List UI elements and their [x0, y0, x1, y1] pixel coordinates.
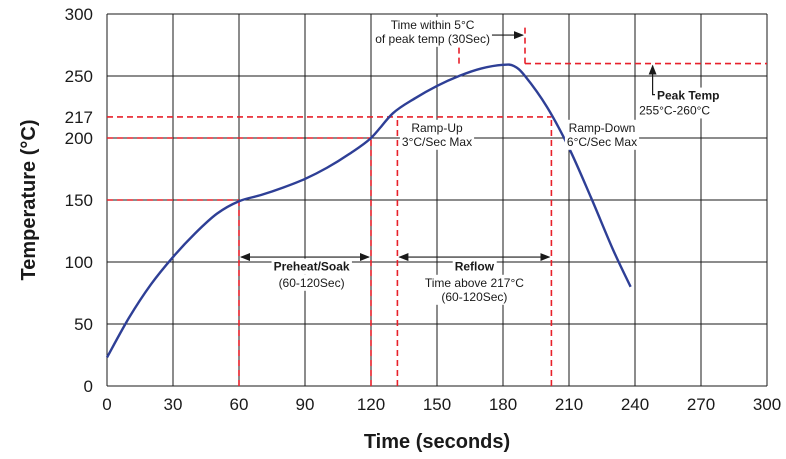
y-axis-title: Temperature (°C) [18, 120, 40, 281]
x-tick-label: 270 [687, 395, 715, 414]
y-tick-label: 0 [84, 377, 93, 396]
annotation-text: Ramp-Down [569, 121, 636, 135]
annotation: Preheat/Soak [271, 258, 352, 275]
y-tick-label: 50 [74, 315, 93, 334]
annotation-background [271, 258, 352, 275]
tick-labels: 0 30 60 90 120 150 180 210 240 270 300 0 50 100 150 200… [65, 5, 782, 414]
annotation-text: of peak temp (30Sec) [375, 32, 490, 46]
annotation-text: 255°C-260°C [639, 103, 710, 117]
annotation-background [373, 16, 492, 47]
x-tick-label: 120 [357, 395, 385, 414]
annotation-background [422, 274, 527, 305]
temperature-profile-curve [105, 63, 632, 359]
annotation-background [637, 102, 713, 119]
y-tick-label: 150 [65, 191, 93, 210]
annotation-background [452, 258, 497, 275]
annotation: (60-120Sec) [276, 274, 347, 291]
annotation-background [655, 87, 722, 104]
x-tick-label: 90 [296, 395, 315, 414]
annotation-text: (60-120Sec) [279, 276, 345, 290]
x-tick-label: 30 [164, 395, 183, 414]
annotations: Time within 5°Cof peak temp (30Sec) Ramp-… [271, 16, 722, 305]
y-tick-label: 200 [65, 129, 93, 148]
y-tick-label: 300 [65, 5, 93, 24]
annotation: Ramp-Up3°C/Sec Max [399, 119, 475, 150]
y-tick-label: 217 [65, 108, 93, 127]
annotation-text: 3°C/Sec Max [402, 135, 472, 149]
x-axis-title: Time (seconds) [364, 431, 510, 453]
annotation-text: Time within 5°C [391, 18, 475, 32]
annotation-text: Peak Temp [657, 89, 719, 103]
annotation-background [399, 119, 475, 150]
annotation: Time within 5°Cof peak temp (30Sec) [373, 16, 492, 47]
annotation-text: Reflow [455, 260, 495, 274]
x-tick-label: 300 [753, 395, 781, 414]
annotation-text: Ramp-Up [411, 121, 463, 135]
x-tick-label: 60 [230, 395, 249, 414]
x-tick-label: 0 [102, 395, 111, 414]
annotation: Reflow [452, 258, 497, 275]
annotation-text: Preheat/Soak [274, 260, 350, 274]
curve-layer [105, 63, 632, 359]
x-tick-label: 150 [423, 395, 451, 414]
annotation-background [276, 274, 347, 291]
grid [106, 13, 768, 387]
annotation: Peak Temp [655, 87, 722, 104]
annotation-text: (60-120Sec) [441, 290, 507, 304]
x-tick-label: 180 [489, 395, 517, 414]
annotation: Time above 217°C(60-120Sec) [422, 274, 527, 305]
reference-lines [107, 26, 767, 386]
y-tick-label: 100 [65, 253, 93, 272]
annotation-text: 6°C/Sec Max [567, 135, 637, 149]
y-tick-label: 250 [65, 67, 93, 86]
x-tick-label: 240 [621, 395, 649, 414]
annotation: 255°C-260°C [637, 102, 713, 119]
x-tick-label: 210 [555, 395, 583, 414]
annotation-background [564, 119, 640, 150]
annotation-text: Time above 217°C [425, 276, 524, 290]
